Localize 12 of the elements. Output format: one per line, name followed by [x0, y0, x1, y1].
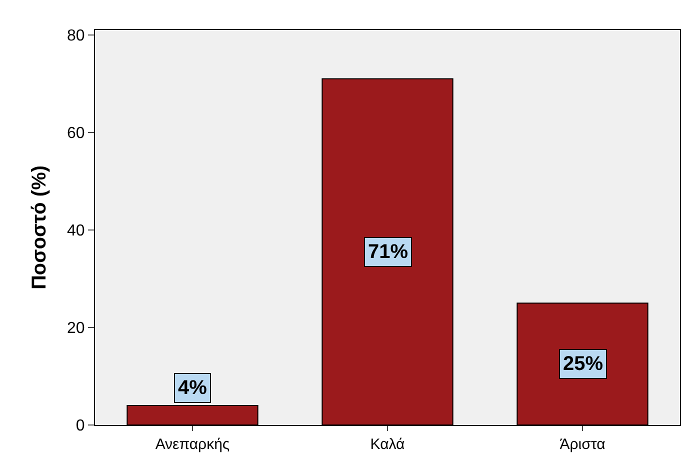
y-tick-label: 40: [67, 222, 85, 240]
data-label: 4%: [178, 377, 208, 399]
data-label: 25%: [563, 353, 604, 375]
data-label: 71%: [368, 241, 408, 263]
y-tick-label: 20: [67, 320, 85, 338]
x-tick-label: Ανεπαρκής: [155, 436, 230, 453]
x-tick-label: Καλά: [370, 436, 406, 453]
y-axis-title: Ποσοστό (%): [28, 165, 51, 290]
y-tick-label: 80: [67, 27, 85, 44]
x-tick-label: Άριστα: [560, 436, 606, 453]
y-tick-label: 60: [67, 125, 85, 142]
y-tick-label: 0: [76, 418, 85, 435]
